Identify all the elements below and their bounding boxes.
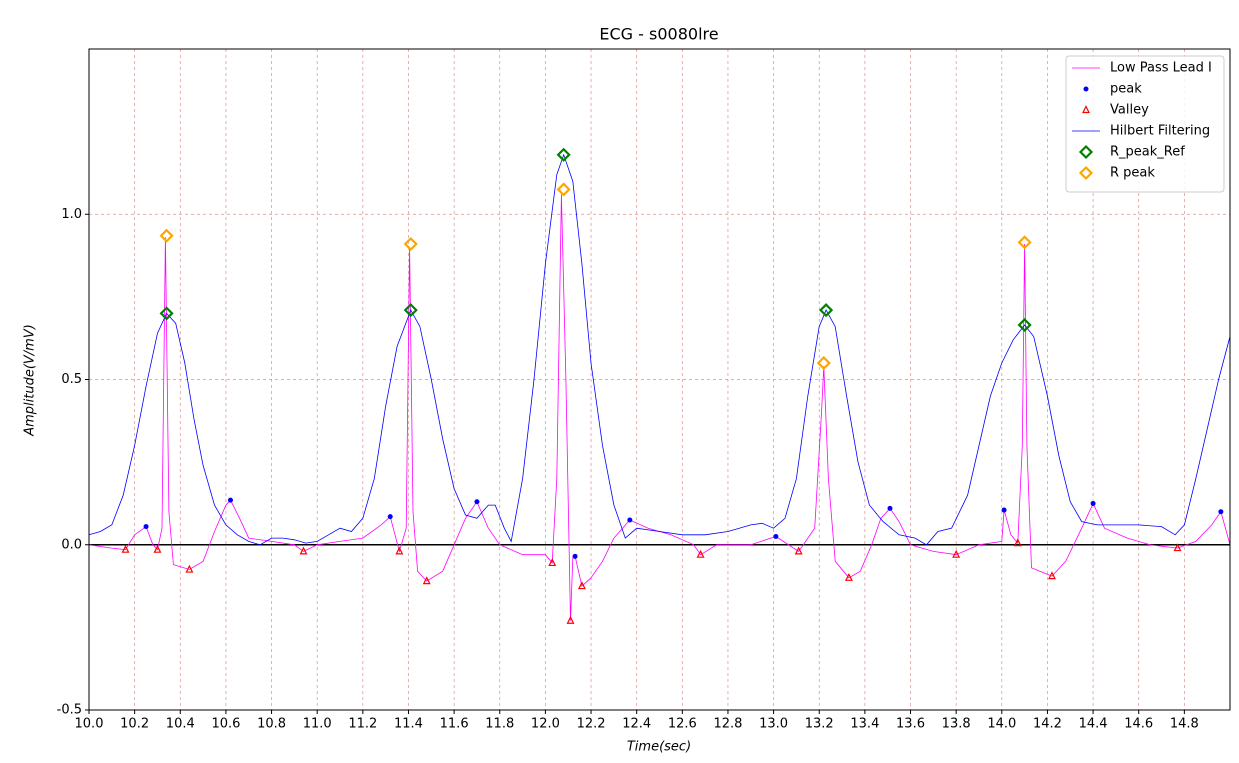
- legend: Low Pass Lead I peak Valley Hilbert Filteri…: [1065, 55, 1225, 193]
- valley-point: [185, 564, 194, 573]
- peak-point: [143, 524, 149, 530]
- y-tick-label: -0.5: [57, 703, 82, 718]
- valley-point: [577, 581, 586, 590]
- y-tick-label: 0.5: [61, 372, 82, 387]
- x-tick-label: 13.0: [759, 717, 788, 732]
- x-tick-label: 14.8: [1170, 717, 1199, 732]
- x-tick-label: 13.4: [850, 717, 879, 732]
- x-tick-label: 13.2: [805, 717, 834, 732]
- x-tick-label: 12.8: [713, 717, 742, 732]
- valley-point: [121, 544, 130, 553]
- x-axis-label: Time(sec): [627, 740, 691, 755]
- peak-point: [773, 533, 779, 539]
- r-peak-point: [159, 306, 174, 321]
- x-tick-label: 12.2: [577, 717, 606, 732]
- r-peak-point: [403, 236, 418, 252]
- peak-point: [227, 497, 233, 503]
- valley-point: [422, 576, 431, 585]
- valley-point: [153, 544, 162, 553]
- series-line: [88, 153, 1231, 546]
- series-line: [88, 194, 1231, 621]
- peak-point: [474, 499, 480, 505]
- valley-point: [844, 572, 853, 581]
- x-tick-label: 11.8: [485, 717, 514, 732]
- r-peak-point: [1078, 165, 1094, 181]
- r-peak-point: [816, 355, 831, 371]
- x-tick-label: 11.4: [394, 717, 423, 732]
- x-tick-label: 14.6: [1124, 717, 1153, 732]
- valley-point: [566, 615, 575, 624]
- x-tick-label: 10.2: [120, 717, 149, 732]
- valley-point: [1048, 571, 1056, 580]
- x-tick-label: 13.8: [942, 717, 971, 732]
- peak-point: [1090, 500, 1096, 506]
- legend-label: peak: [1110, 82, 1142, 97]
- r-peak-point: [556, 182, 571, 197]
- r-peak-point: [403, 303, 418, 318]
- r-peak-point: [819, 303, 834, 318]
- chart-title: ECG - s0080lre: [599, 25, 718, 44]
- x-tick-label: 14.2: [1033, 717, 1062, 732]
- r-peak-point: [159, 228, 174, 243]
- peak-point: [1083, 86, 1089, 92]
- valley-point: [1082, 105, 1090, 114]
- r-peak-point: [556, 147, 571, 162]
- plot-frame: [88, 48, 1231, 711]
- x-tick-label: 12.0: [531, 717, 560, 732]
- x-tick-label: 14.4: [1079, 717, 1108, 732]
- r-peak-point: [1017, 235, 1032, 250]
- x-tick-label: 11.2: [348, 717, 377, 732]
- y-tick-label: 1.0: [61, 207, 82, 222]
- valley-point: [1173, 543, 1182, 552]
- x-tick-label: 14.0: [987, 717, 1016, 732]
- y-axis-label: Amplitude(V/mV): [23, 324, 38, 437]
- x-tick-label: 13.6: [896, 717, 925, 732]
- x-tick-label: 10.8: [257, 717, 286, 732]
- x-tick-label: 12.6: [668, 717, 697, 732]
- peak-point: [387, 514, 393, 520]
- peak-point: [1001, 507, 1007, 513]
- r-peak-point: [1078, 144, 1094, 160]
- valley-point: [395, 546, 404, 555]
- valley-point: [548, 558, 557, 567]
- y-tick-label: 0.0: [61, 537, 82, 552]
- valley-point: [952, 549, 961, 558]
- legend-label: Valley: [1110, 103, 1149, 118]
- legend-label: Hilbert Filtering: [1110, 124, 1210, 139]
- valley-point: [299, 546, 308, 555]
- x-tick-label: 10.4: [166, 717, 195, 732]
- legend-label: Low Pass Lead I: [1110, 61, 1212, 76]
- x-tick-label: 12.4: [622, 717, 651, 732]
- legend-box: [1065, 55, 1225, 193]
- x-tick-label: 11.6: [440, 717, 469, 732]
- x-tick-label: 11.0: [303, 717, 332, 732]
- r-peak-point: [1017, 317, 1032, 333]
- x-tick-label: 10.6: [211, 717, 240, 732]
- x-tick-label: 10.0: [75, 717, 104, 732]
- valley-point: [794, 546, 803, 555]
- peak-point: [572, 553, 578, 559]
- legend-label: R peak: [1110, 166, 1155, 181]
- legend-label: R_peak_Ref: [1110, 145, 1185, 160]
- valley-point: [696, 549, 705, 558]
- peak-point: [887, 505, 893, 511]
- peak-point: [627, 517, 633, 523]
- peak-point: [1218, 509, 1224, 515]
- valley-point: [1013, 538, 1022, 547]
